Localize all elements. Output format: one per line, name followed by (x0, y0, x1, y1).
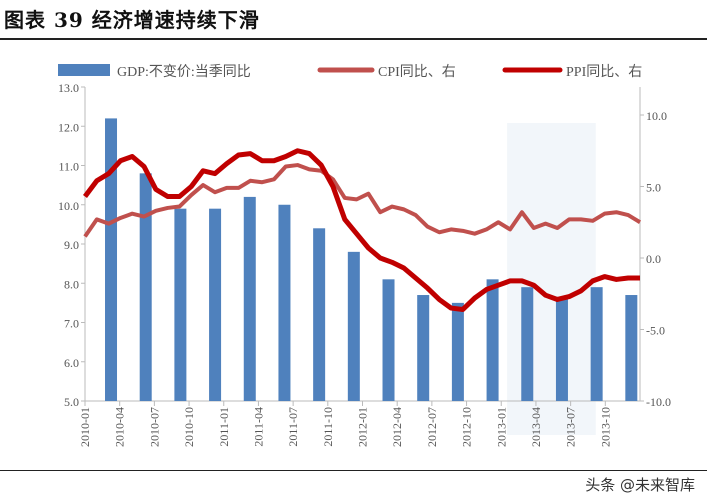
x-tick-label: 2010-07 (147, 407, 161, 447)
x-tick-label: 2012-01 (356, 407, 370, 447)
legend-gdp-label: GDP:不变价:当季同比 (117, 64, 251, 80)
left-tick-label: 10.0 (58, 199, 79, 213)
gdp-bar (382, 279, 395, 401)
x-tick-label: 2013-07 (564, 407, 578, 447)
x-tick-label: 2010-04 (113, 407, 127, 447)
left-tick-label: 8.0 (64, 277, 79, 291)
gdp-bar (209, 208, 222, 401)
x-tick-label: 2012-04 (390, 407, 404, 447)
x-tick-label: 2013-10 (598, 407, 612, 447)
left-tick-label: 12.0 (58, 120, 79, 134)
x-tick-label: 2011-01 (217, 407, 231, 447)
x-tick-label: 2010-10 (182, 407, 196, 447)
bottom-divider (0, 470, 707, 471)
ppi-line (83, 148, 640, 312)
gdp-bar (139, 173, 152, 401)
gdp-bar (590, 287, 603, 401)
right-tick-label: 5.0 (646, 181, 661, 195)
right-tick-label: 0.0 (646, 252, 661, 266)
cpi-line (83, 163, 642, 238)
x-tick-label: 2011-07 (286, 407, 300, 447)
legend-cpi-label: CPI同比、右 (378, 64, 456, 80)
x-tick-label: 2012-10 (460, 407, 474, 447)
x-tick-label: 2010-01 (78, 407, 92, 447)
gdp-bar (105, 118, 118, 402)
left-tick-label: 5.0 (64, 395, 79, 409)
left-tick-label: 7.0 (64, 317, 79, 331)
x-tick-label: 2013-04 (529, 407, 543, 447)
chart: 5.0 6.0 7.0 8.0 9.0 10.0 11.0 12.0 13.0 -10.0 -5.0… (58, 64, 671, 447)
gdp-bar (521, 287, 534, 401)
gdp-bar (486, 279, 499, 401)
watermark: 头条 @未来智库 (585, 476, 695, 494)
x-tick-label: 2011-10 (321, 407, 335, 447)
legend-ppi-label: PPI同比、右 (566, 64, 642, 80)
left-tick-label: 11.0 (58, 160, 79, 174)
gdp-bar (417, 295, 430, 401)
gdp-bar (243, 196, 256, 401)
gdp-bar (555, 298, 568, 401)
right-tick-label: -10.0 (646, 395, 671, 409)
gdp-bar (625, 295, 638, 401)
left-tick-label: 9.0 (64, 238, 79, 252)
x-tick-label: 2012-07 (425, 407, 439, 447)
figure-title: 图表 39 经济增速持续下滑 (4, 8, 260, 32)
x-tick-label: 2011-04 (251, 407, 265, 447)
gdp-bar (174, 208, 187, 401)
left-tick-label: 13.0 (58, 81, 79, 95)
legend-gdp-swatch (58, 64, 110, 76)
right-tick-label: -5.0 (646, 324, 665, 338)
gdp-bar (347, 251, 360, 401)
left-tick-label: 6.0 (64, 356, 79, 370)
gdp-bar (313, 228, 326, 401)
x-tick-label: 2013-01 (494, 407, 508, 447)
gdp-bar (451, 302, 464, 401)
right-tick-label: 10.0 (646, 109, 667, 123)
gdp-bar (278, 204, 291, 401)
title-divider (0, 38, 707, 40)
